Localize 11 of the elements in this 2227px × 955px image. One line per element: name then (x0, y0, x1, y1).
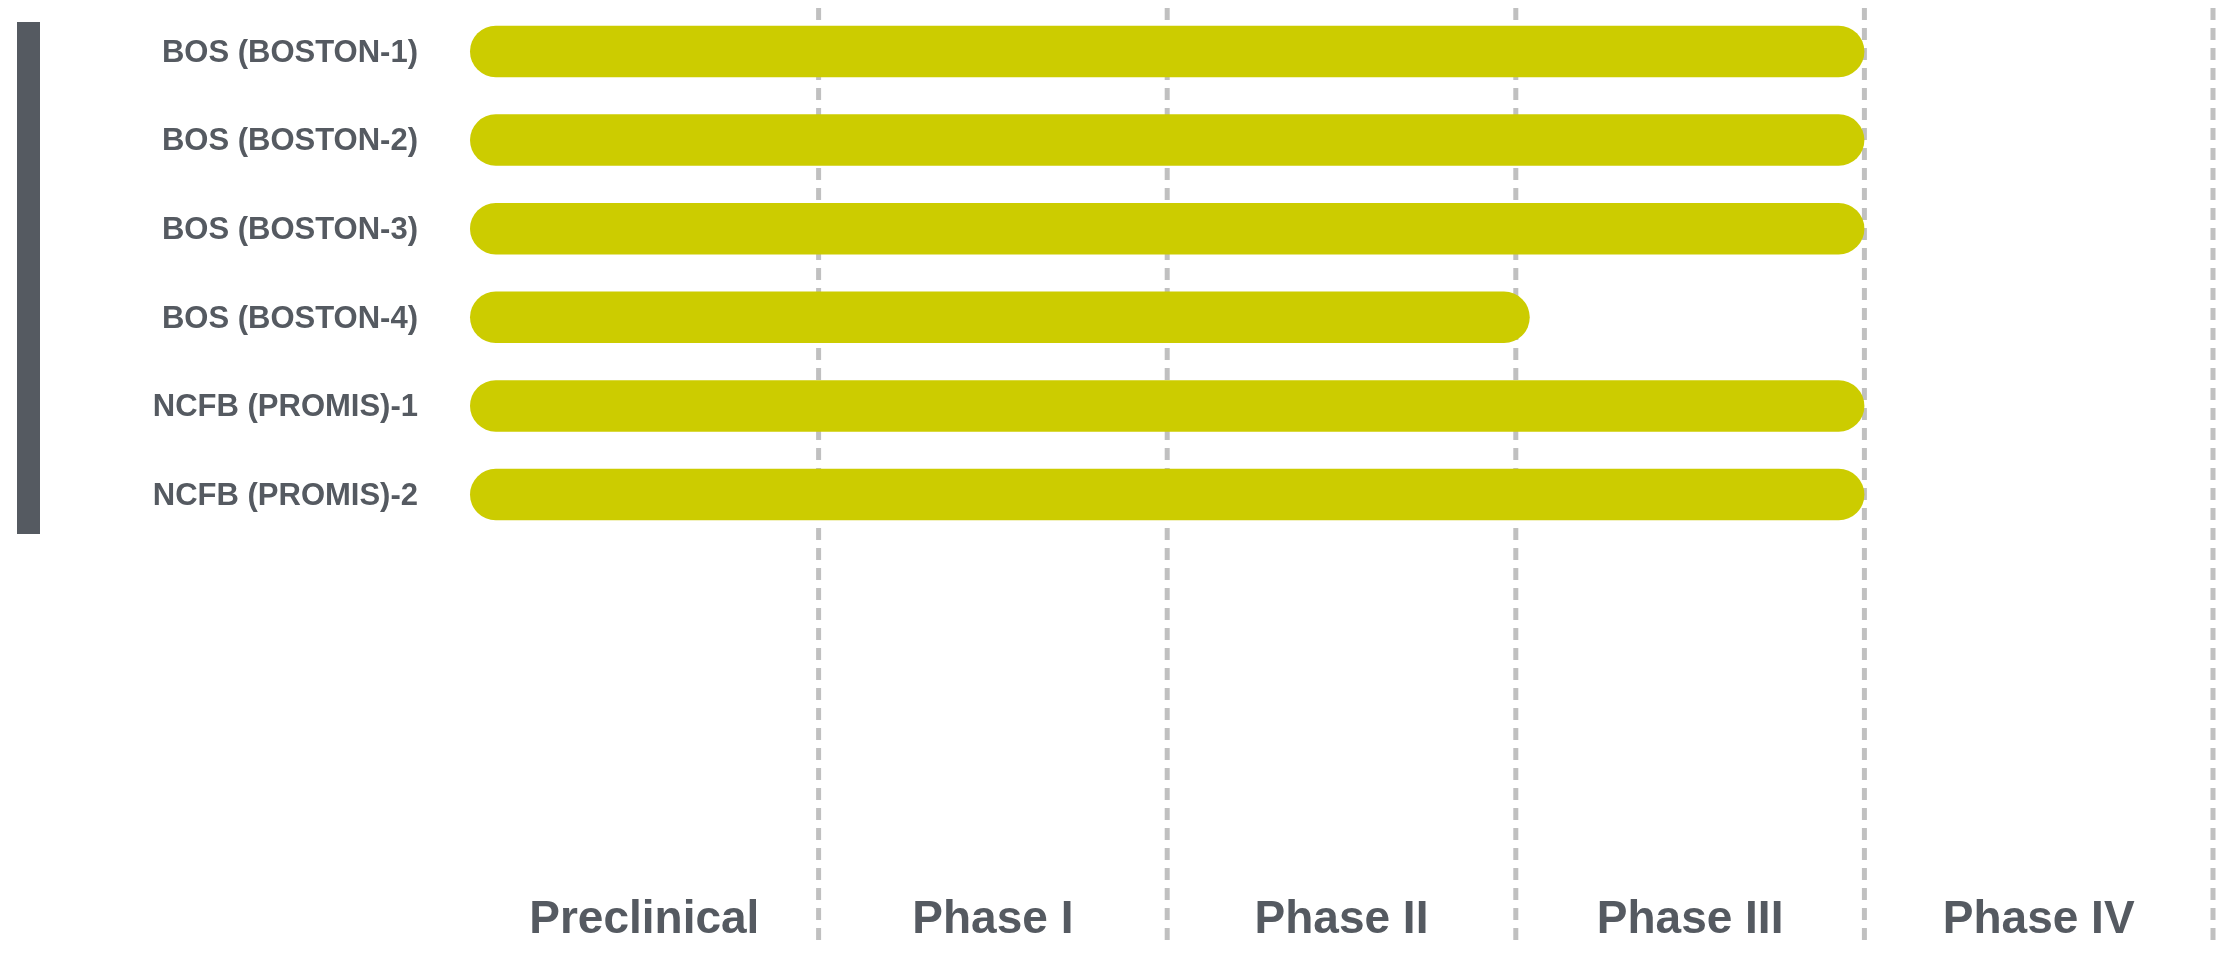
y-tick-label: BOS (BOSTON-4) (161, 299, 418, 335)
text: Preclinical (529, 891, 760, 943)
text: Phase IV (1942, 891, 2135, 943)
text: Phase II (1254, 891, 1429, 943)
text: Phase I (912, 891, 1074, 943)
y-tick-label: NCFB (PROMIS)-1 (152, 388, 418, 424)
y-tick-label: BOS (BOSTON-3) (161, 211, 418, 247)
text: Phase III (1596, 891, 1784, 943)
y-tick-label: NCFB (PROMIS)-2 (152, 476, 418, 512)
y-tick-label: BOS (BOSTON-1) (161, 33, 418, 69)
y-tick-label: BOS (BOSTON-2) (161, 122, 418, 158)
